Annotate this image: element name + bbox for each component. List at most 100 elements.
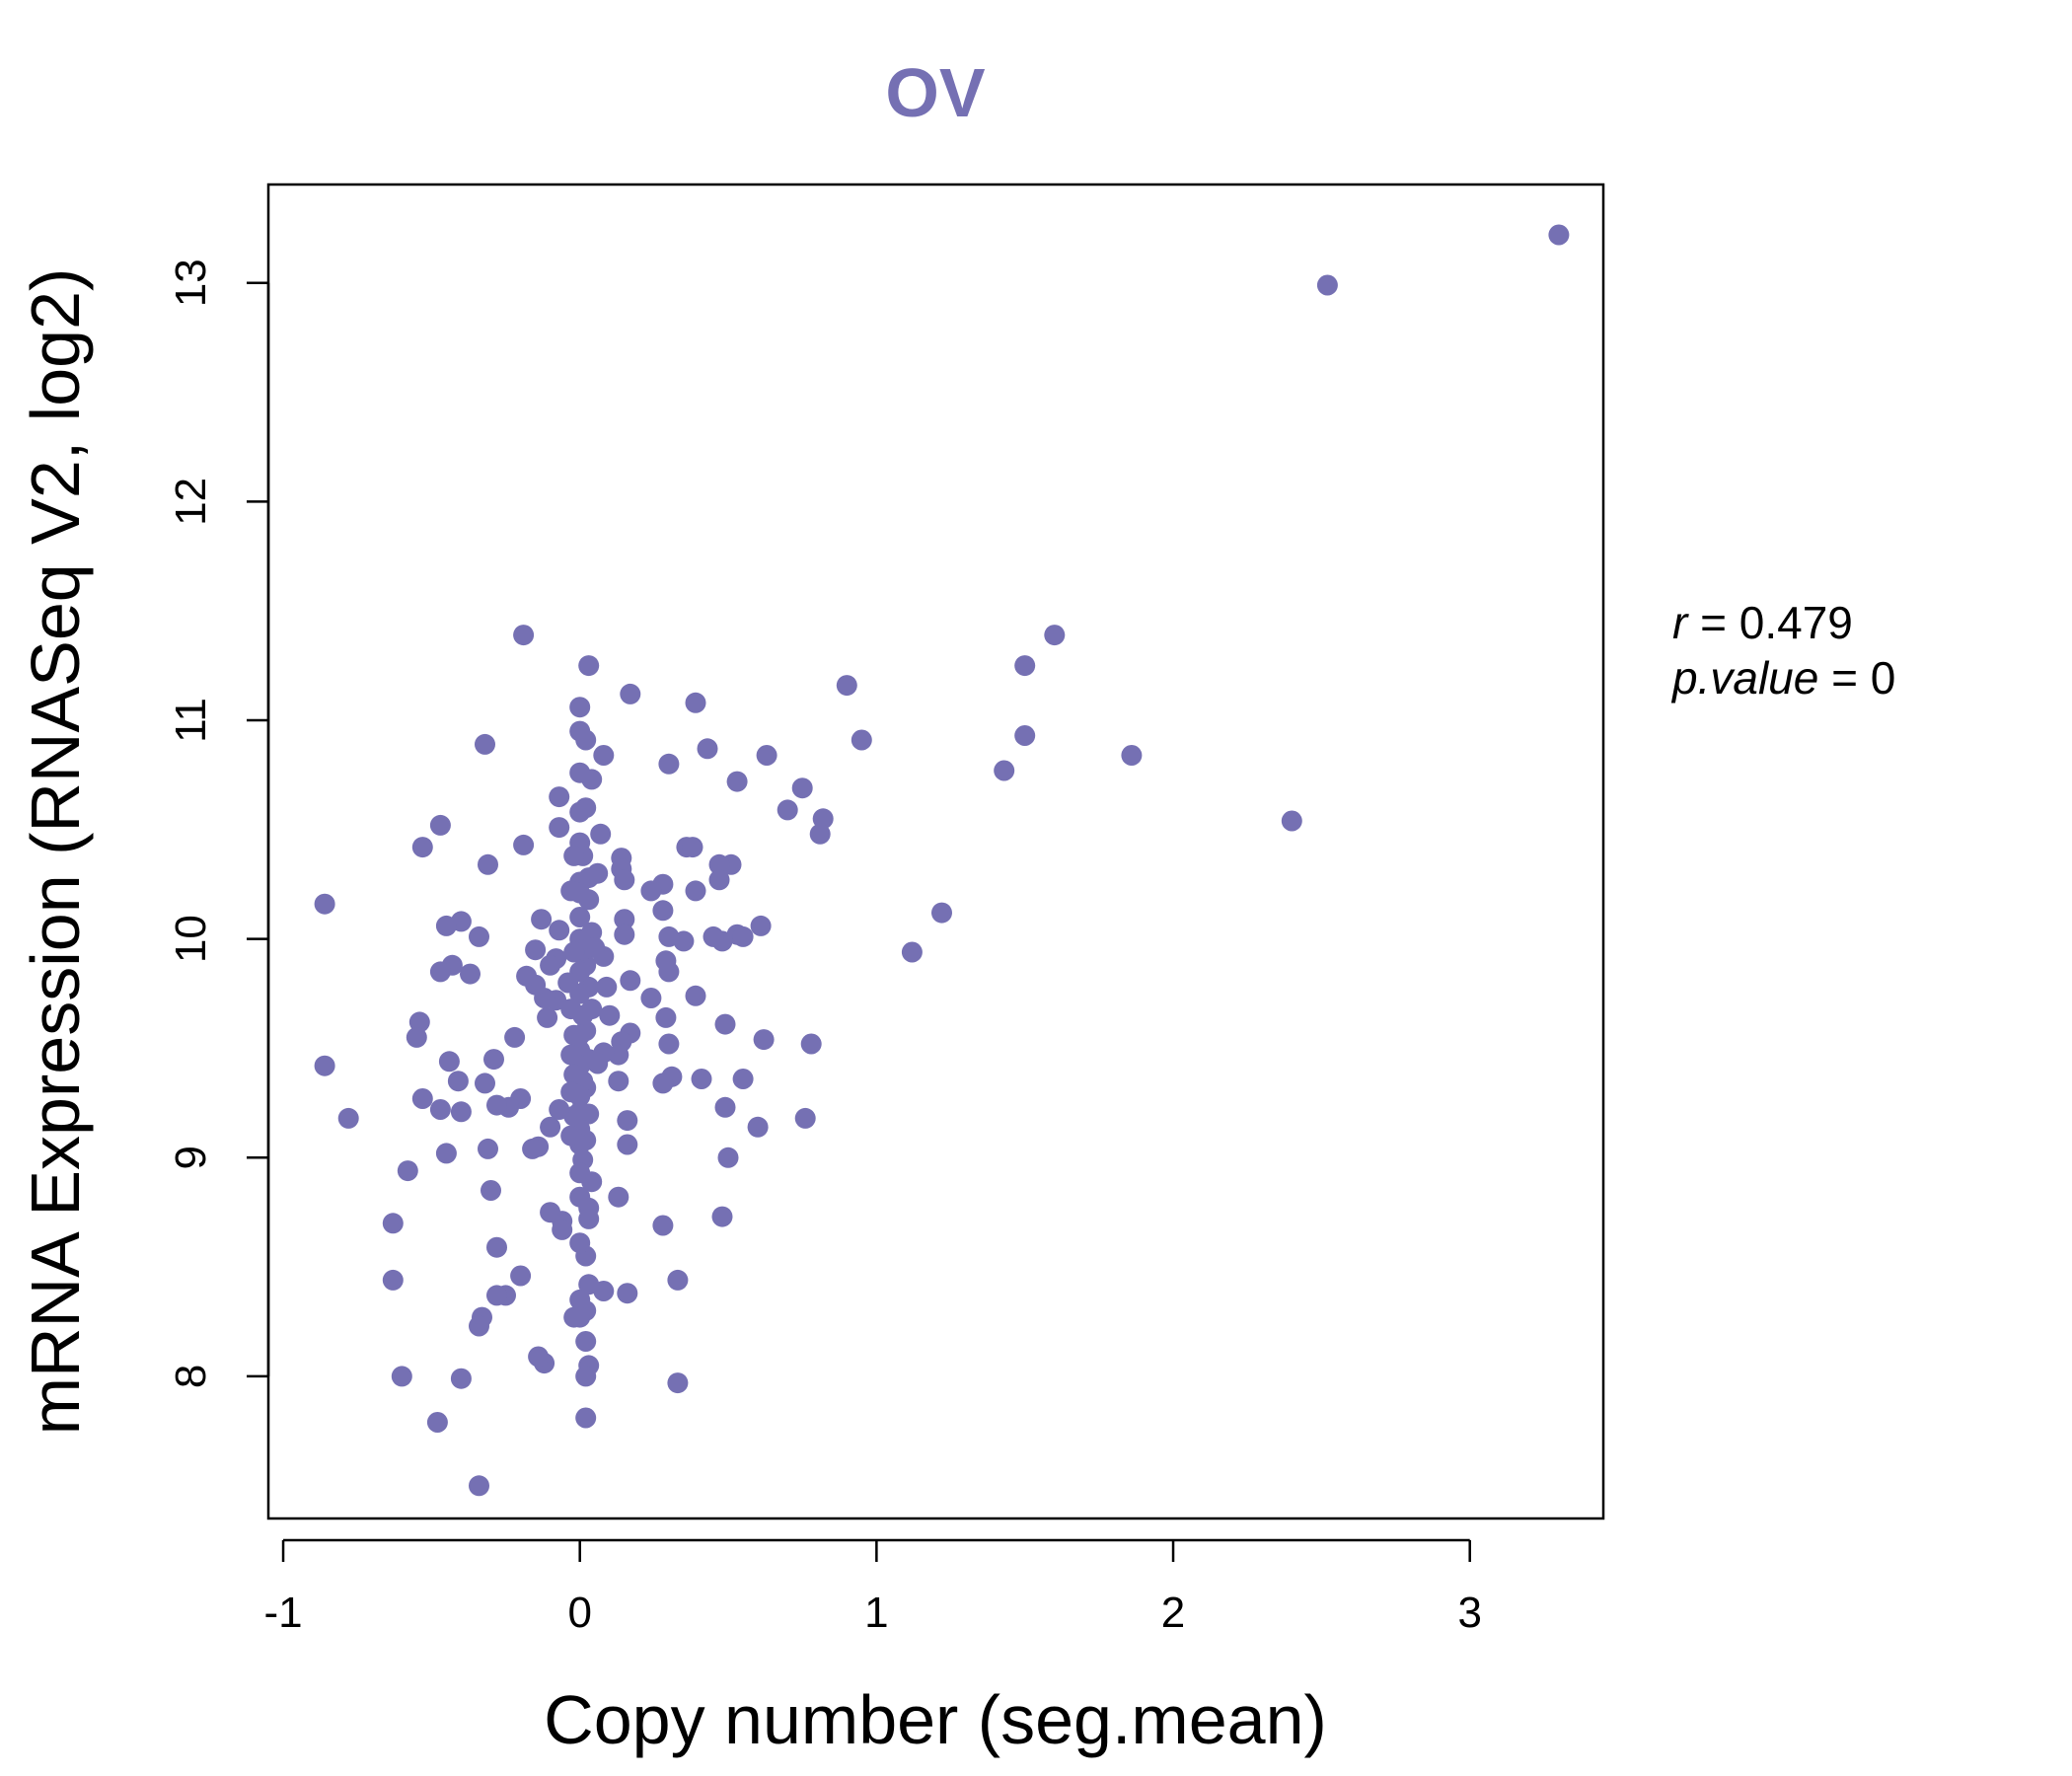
y-tick-label: 12 (167, 478, 215, 526)
y-tick-label: 13 (167, 259, 215, 307)
data-point (563, 845, 585, 866)
data-point (560, 880, 582, 902)
r-equals: = (1687, 597, 1739, 648)
y-tick-label: 10 (167, 915, 215, 963)
data-point (851, 729, 872, 751)
y-axis-label: mRNA Expression (RNASeq V2, log2) (17, 268, 94, 1436)
data-point (836, 675, 857, 697)
data-point (1316, 274, 1338, 296)
data-point (438, 1051, 460, 1073)
data-point (599, 1004, 621, 1026)
data-point (1014, 655, 1036, 677)
data-point (569, 697, 591, 718)
data-point (652, 900, 674, 922)
data-point (560, 1081, 582, 1103)
r-label: r (1672, 597, 1689, 648)
data-point (382, 1269, 404, 1291)
y-tick-label: 11 (167, 698, 215, 743)
data-point (640, 988, 662, 1008)
data-point (614, 924, 635, 945)
data-point (590, 823, 612, 845)
data-point (652, 1073, 674, 1094)
data-point (1044, 625, 1066, 646)
data-point (426, 1412, 448, 1433)
data-point (708, 853, 730, 875)
p-value: 0 (1871, 652, 1896, 703)
data-point (655, 1006, 677, 1028)
data-point (685, 692, 706, 713)
data-point (475, 1073, 495, 1094)
data-point (608, 1186, 629, 1208)
data-point (691, 1069, 712, 1089)
y-axis: 8 9 10 11 12 13 (167, 259, 270, 1388)
data-point (411, 837, 433, 858)
y-tick-label: 8 (167, 1365, 215, 1388)
x-tick-label: -1 (263, 1589, 302, 1637)
points-layer (314, 224, 1570, 1497)
data-point (569, 1162, 591, 1184)
data-point (708, 869, 730, 891)
data-point (791, 777, 813, 799)
data-point (504, 1026, 526, 1048)
data-point (337, 1107, 359, 1129)
y-tick-label: 9 (167, 1146, 215, 1169)
data-point (658, 925, 680, 947)
data-point (563, 1024, 585, 1046)
data-point (569, 762, 591, 783)
data-point (563, 1306, 585, 1328)
data-point (560, 999, 582, 1020)
data-point (685, 880, 706, 902)
data-point (756, 745, 777, 766)
data-point (614, 909, 635, 930)
plot-frame (266, 183, 1605, 1520)
data-point (563, 1064, 585, 1085)
data-point (652, 1215, 674, 1236)
data-point (714, 1013, 736, 1035)
data-point (447, 1071, 469, 1092)
data-point (516, 965, 538, 987)
data-point (931, 902, 952, 924)
data-point (540, 1202, 561, 1223)
data-point (617, 1110, 638, 1132)
data-point (411, 1088, 433, 1109)
chart-title: OV (885, 54, 985, 131)
data-point (549, 817, 570, 839)
data-point (569, 1289, 591, 1310)
data-point (682, 837, 703, 858)
data-point (794, 1107, 816, 1129)
data-point (620, 683, 641, 704)
data-point (620, 970, 641, 992)
data-point (809, 823, 831, 845)
data-point (578, 1208, 600, 1229)
data-point (450, 1368, 472, 1389)
data-point (575, 1331, 597, 1352)
x-tick-label: 0 (567, 1589, 591, 1637)
data-point (777, 799, 798, 821)
data-point (429, 814, 451, 836)
data-point (406, 1026, 427, 1048)
data-point (478, 1138, 498, 1159)
data-point (667, 1372, 689, 1394)
data-point (549, 786, 570, 808)
data-point (753, 1029, 775, 1051)
data-point (800, 1033, 822, 1055)
data-point (685, 985, 706, 1006)
data-point (658, 753, 680, 775)
data-point (750, 915, 772, 936)
data-point (486, 1094, 507, 1116)
data-point (549, 920, 570, 941)
data-point (578, 655, 600, 677)
data-point (726, 771, 748, 792)
data-point (569, 907, 591, 927)
data-point (617, 1134, 638, 1155)
data-point (608, 1071, 629, 1092)
data-point (560, 1044, 582, 1066)
data-point (617, 1283, 638, 1304)
data-point (481, 1180, 501, 1201)
p-equals: = (1818, 652, 1870, 703)
data-point (658, 1033, 680, 1055)
x-tick-label: 3 (1457, 1589, 1481, 1637)
pvalue-annotation: p.value = 0 (1670, 652, 1895, 703)
data-point (429, 1099, 451, 1120)
